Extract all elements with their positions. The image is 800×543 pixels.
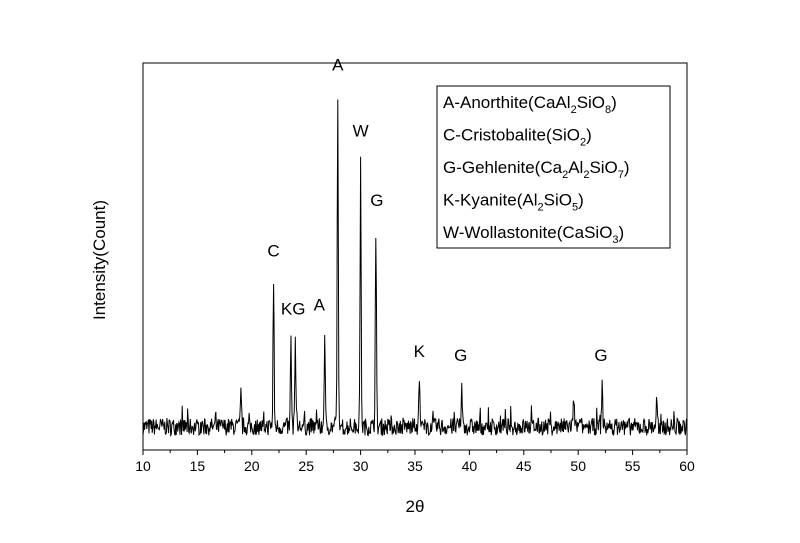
legend-entry: W-Wollastonite(CaSiO3) — [443, 223, 624, 246]
peak-label: G — [454, 346, 467, 365]
legend-entry: A-Anorthite(CaAl2SiO8) — [443, 93, 617, 116]
x-tick-label: 20 — [244, 458, 260, 474]
x-tick-label: 15 — [190, 458, 206, 474]
legend-box — [436, 85, 671, 249]
legend-entry: K-Kyanite(Al2SiO5) — [443, 191, 584, 214]
x-tick-label: 45 — [516, 458, 532, 474]
peak-label: W — [353, 122, 369, 141]
legend-entry: C-Cristobalite(SiO2) — [443, 126, 592, 149]
peak-label: G — [370, 191, 383, 210]
y-axis-title: Intensity(Count) — [90, 200, 109, 320]
x-axis: 10 15 20 25 30 35 40 45 50 55 60 — [135, 450, 695, 474]
x-tick-label: 30 — [353, 458, 369, 474]
x-tick-label: 10 — [135, 458, 151, 474]
legend-entry: G-Gehlenite(Ca2Al2SiO7) — [443, 158, 630, 181]
peak-label: A — [332, 56, 344, 75]
x-tick-label: 40 — [462, 458, 478, 474]
x-tick-label: 25 — [298, 458, 314, 474]
x-tick-label: 35 — [407, 458, 423, 474]
peak-label: A — [314, 296, 326, 315]
peak-label: K — [414, 342, 426, 361]
peak-label: G — [594, 346, 607, 365]
x-tick-label: 50 — [570, 458, 586, 474]
x-axis-title: 2θ — [406, 497, 425, 516]
legend: A-Anorthite(CaAl2SiO8) C-Cristobalite(SiO… — [436, 85, 671, 249]
peak-label: C — [267, 242, 279, 261]
x-tick-label: 55 — [625, 458, 641, 474]
peak-label: KG — [281, 300, 306, 319]
xrd-pattern-line — [142, 99, 688, 438]
x-tick-label: 60 — [679, 458, 695, 474]
